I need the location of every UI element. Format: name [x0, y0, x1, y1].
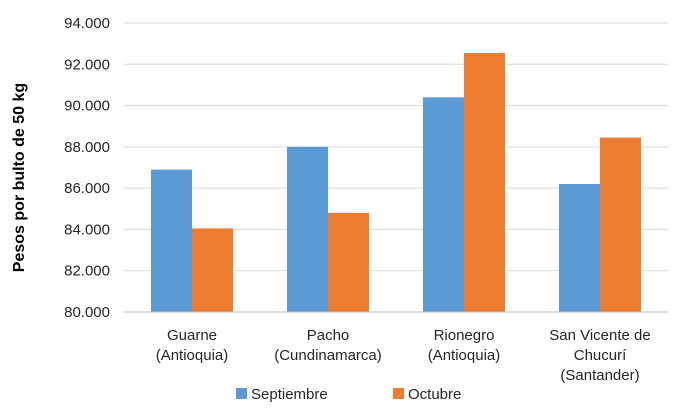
y-tick-label: 92.000 [64, 56, 110, 73]
y-axis-ticks: 80.000 82.000 84.000 86.000 88.000 90.000 92.0… [64, 15, 110, 321]
x-tick-label: San Vicente de Chucurí (Santander) [549, 327, 650, 384]
bar-octubre-3 [464, 52, 505, 313]
y-tick-label: 84.000 [64, 221, 110, 238]
bar-septiembre-1 [151, 169, 192, 312]
bars [151, 52, 641, 313]
x-tick-label: Rionegro (Antioquia) [428, 327, 501, 364]
legend-label-octubre: Octubre [408, 386, 461, 403]
bar-septiembre-3 [423, 97, 464, 312]
y-tick-label: 94.000 [64, 15, 110, 32]
legend-swatch-septiembre [236, 388, 247, 399]
bar-septiembre-4 [559, 184, 600, 312]
y-tick-label: 90.000 [64, 98, 110, 115]
y-tick-label: 82.000 [64, 263, 110, 280]
bar-octubre-1 [192, 228, 233, 312]
x-tick-label: Guarne (Antioquia) [156, 327, 229, 364]
x-tick-label: Pacho (Cundinamarca) [274, 327, 382, 364]
y-tick-label: 88.000 [64, 139, 110, 156]
bar-septiembre-2 [287, 146, 328, 312]
y-tick-label: 86.000 [64, 180, 110, 197]
legend-swatch-octubre [393, 388, 404, 399]
bar-octubre-4 [600, 137, 641, 312]
y-axis-label: Pesos por bulto de 50 kg [11, 83, 28, 272]
y-tick-label: 80.000 [64, 304, 110, 321]
x-axis-labels: Guarne (Antioquia) Pacho (Cundinamarca) Rion… [156, 327, 651, 384]
legend: Septiembre Octubre [236, 386, 461, 403]
bar-octubre-2 [328, 212, 369, 312]
legend-label-septiembre: Septiembre [251, 386, 328, 403]
